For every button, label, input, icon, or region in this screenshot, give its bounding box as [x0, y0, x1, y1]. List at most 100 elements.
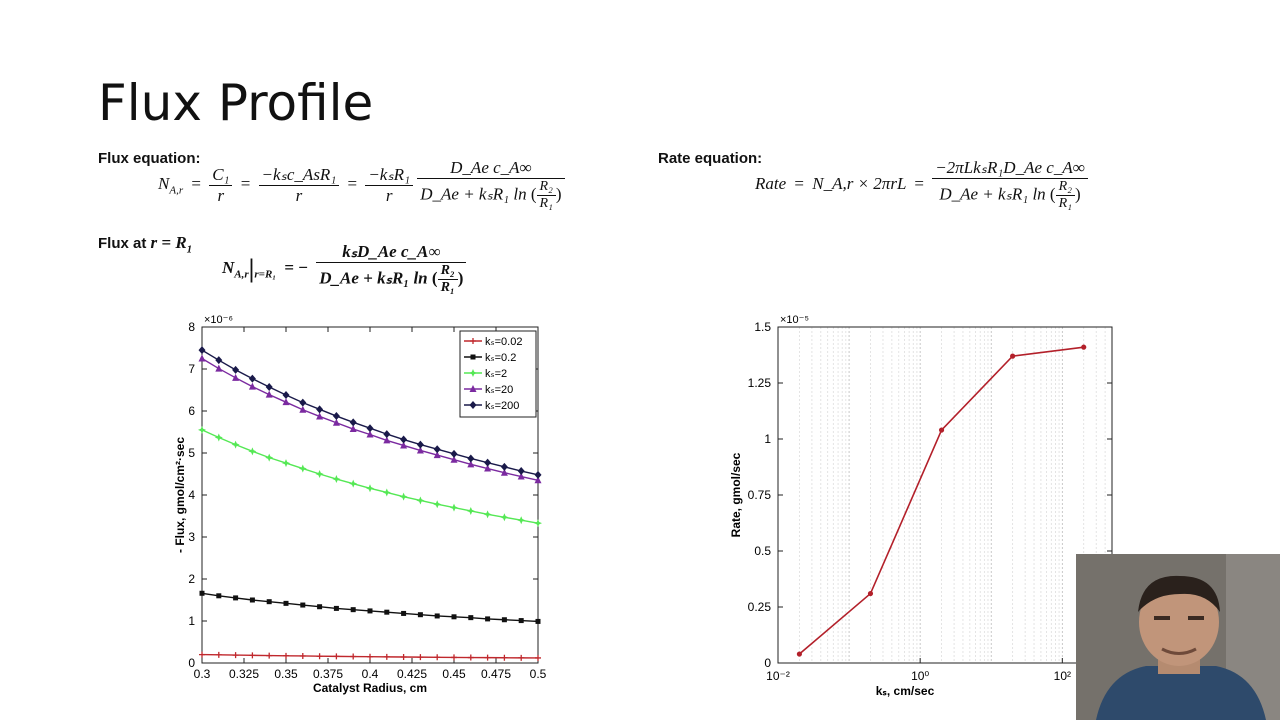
y-tick-label: 6 — [188, 404, 195, 418]
data-point — [500, 513, 509, 522]
data-point — [382, 488, 391, 497]
data-point — [248, 447, 257, 456]
data-point — [434, 613, 440, 619]
data-point — [534, 519, 542, 528]
data-point — [233, 595, 239, 601]
series-4 — [198, 346, 542, 479]
x-tick-label: 0.475 — [481, 667, 511, 681]
y-tick-label: 0.25 — [748, 600, 772, 614]
data-point — [265, 390, 273, 398]
legend-entry: kₛ=200 — [485, 400, 519, 412]
data-point — [198, 354, 206, 362]
legend-entry: kₛ=0.02 — [485, 336, 522, 348]
data-point — [367, 608, 373, 614]
data-point — [265, 453, 274, 462]
data-point — [266, 599, 272, 605]
y-multiplier: ×10⁻⁵ — [780, 314, 809, 326]
data-point — [517, 472, 525, 480]
data-point — [249, 597, 255, 603]
x-tick-label: 0.4 — [362, 667, 379, 681]
flux-profile-chart: 0 1 2 3 4 5 6 7 8 0.3 0.325 0.35 0.375 0.4 0.425 0.45 0.… — [173, 314, 547, 695]
data-point — [484, 458, 492, 467]
data-point — [282, 398, 290, 406]
data-point — [265, 383, 273, 392]
data-point — [383, 653, 390, 660]
y-tick-label: 1 — [188, 614, 195, 628]
data-point — [283, 652, 289, 659]
legend: kₛ=0.02 kₛ=0.2 kₛ=2 kₛ=20 kₛ=200 — [459, 330, 537, 418]
data-point — [485, 616, 491, 622]
y-tick-label: 0.5 — [754, 544, 771, 558]
flux-lhs: NA,r — [158, 173, 184, 197]
x-tick-label: 10⁰ — [911, 669, 929, 683]
data-point — [469, 369, 477, 377]
x-tick-label: 0.425 — [397, 667, 427, 681]
legend-entry: kₛ=0.2 — [485, 352, 516, 364]
data-point — [433, 500, 442, 509]
flux-term-1: C₁ r — [209, 165, 233, 206]
data-point — [518, 618, 524, 624]
data-point — [199, 590, 205, 596]
y-tick-label: 1.25 — [748, 376, 772, 390]
data-point — [484, 464, 492, 472]
series-2 — [198, 425, 542, 528]
series-3 — [198, 354, 542, 484]
series-1 — [199, 590, 541, 624]
y-tick-label: 8 — [188, 320, 195, 334]
data-point — [400, 441, 408, 449]
y-tick-label: 1.5 — [754, 320, 771, 334]
data-point — [534, 476, 542, 484]
rate-chart: 0 0.25 0.5 0.75 1 1.25 1.5 10⁻² 10⁰ 10² ×10⁻⁵ kₛ, c… — [729, 314, 1113, 698]
rate-fraction: −2πLkₛR₁D_Ae c_A∞ D_Ae + kₛR₁ ln (R₂ R₁) — [932, 158, 1088, 212]
data-point — [366, 424, 374, 433]
data-point — [500, 462, 508, 471]
slide-title: Flux Profile — [98, 74, 374, 132]
flux-term-4: D_Ae c_A∞ D_Ae + kₛR₁ ln (R₂ R₁) — [417, 158, 565, 212]
data-point — [433, 451, 441, 459]
x-tick-label: 0.3 — [194, 667, 211, 681]
data-point — [299, 652, 306, 659]
y-axis-label: Rate, gmol/sec — [729, 452, 743, 537]
data-point — [501, 654, 508, 661]
y-tick-label: 0 — [188, 656, 195, 670]
data-point — [400, 435, 408, 444]
data-point — [231, 440, 240, 449]
data-point — [248, 382, 256, 390]
data-point — [433, 445, 441, 454]
y-tick-label: 1 — [764, 432, 771, 446]
data-point — [367, 653, 373, 660]
data-point — [316, 653, 323, 660]
y-tick-label: 2 — [188, 572, 195, 586]
x-tick-label: 0.35 — [274, 667, 298, 681]
data-point — [198, 425, 206, 434]
data-point — [366, 484, 374, 493]
data-point — [434, 654, 441, 661]
data-point — [417, 654, 424, 661]
x-axis-label: kₛ, cm/sec — [876, 684, 935, 698]
data-point — [317, 604, 323, 610]
data-point — [468, 615, 474, 621]
y-axis-label: - Flux, gmol/cm²·sec — [173, 437, 187, 553]
data-point — [333, 605, 339, 611]
data-point — [384, 609, 390, 615]
rate-equation: Rate = N_A,r × 2πrL = −2πLkₛR₁D_Ae c_A∞ … — [755, 158, 1088, 212]
data-point — [417, 612, 423, 618]
data-point — [450, 455, 458, 463]
data-point — [282, 391, 290, 400]
data-point — [517, 516, 526, 525]
x-tick-label: 0.325 — [229, 667, 259, 681]
data-point — [518, 654, 525, 661]
data-point — [316, 405, 324, 414]
data-point — [416, 446, 424, 454]
data-point — [214, 433, 223, 442]
data-point — [283, 600, 289, 606]
data-point — [349, 425, 357, 433]
data-point — [198, 346, 206, 355]
data-point — [867, 590, 874, 597]
y-multiplier: ×10⁻⁶ — [204, 314, 233, 326]
data-point — [299, 398, 307, 407]
data-point — [466, 506, 475, 515]
data-point — [401, 610, 407, 616]
data-point — [938, 427, 945, 433]
data-point — [349, 479, 358, 488]
